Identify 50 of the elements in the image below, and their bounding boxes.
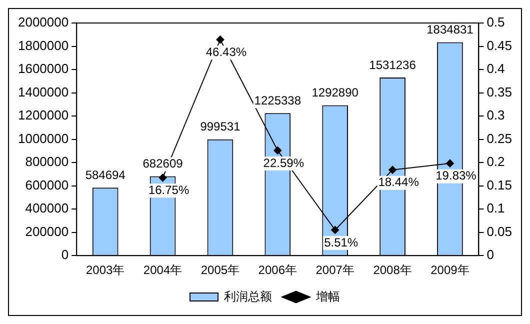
x-tick-label: 2006年 xyxy=(258,263,298,278)
x-tick-label: 2004年 xyxy=(143,263,182,278)
data-label: 46.43% xyxy=(206,44,247,59)
data-label: 584694 xyxy=(85,168,126,182)
y2-tick-label: 0.25 xyxy=(486,130,512,146)
y2-tick-label: 0.35 xyxy=(486,84,512,100)
point xyxy=(331,226,340,234)
x-tick-label: 2007年 xyxy=(316,263,354,278)
data-label: 22.59% xyxy=(263,156,304,170)
data-label: 999531 xyxy=(200,120,241,134)
y-tick-label: 200000 xyxy=(25,224,69,239)
point xyxy=(158,174,167,182)
x-tick-label: 2003年 xyxy=(86,263,125,278)
point xyxy=(216,36,224,44)
y-tick-label: 1600000 xyxy=(18,61,69,76)
data-label: 18.44% xyxy=(378,175,420,190)
y-tick-label: 2000000 xyxy=(18,14,69,30)
data-label: 5.51% xyxy=(324,235,358,250)
y-tick-label: 1000000 xyxy=(18,130,69,146)
y-tick-label: 400000 xyxy=(25,200,69,216)
y2-tick-label: 0.15 xyxy=(486,177,512,192)
y2-tick-label: 0.1 xyxy=(486,200,505,216)
y-tick-label: 1400000 xyxy=(18,84,69,100)
data-label: 1834831 xyxy=(426,22,474,37)
x-tick-label: 2008年 xyxy=(373,263,412,278)
point xyxy=(274,146,282,155)
legend-label: 利润总额 xyxy=(224,289,272,304)
y-tick-label: 1200000 xyxy=(18,108,69,123)
point xyxy=(446,159,454,168)
y2-tick-label: 0.2 xyxy=(486,154,505,170)
data-label: 682609 xyxy=(142,156,184,171)
data-label: 1531236 xyxy=(369,58,416,72)
data-label: 1225338 xyxy=(254,93,302,108)
y2-tick-label: 0.3 xyxy=(486,108,505,123)
y2-tick-label: 0.45 xyxy=(486,38,512,53)
point xyxy=(388,166,397,174)
data-label: 16.75% xyxy=(148,182,190,197)
y2-tick-label: 0.5 xyxy=(486,14,505,30)
y-tick-label: 1800000 xyxy=(18,38,69,53)
y2-tick-label: 0.05 xyxy=(486,224,512,239)
x-tick-label: 2005年 xyxy=(200,263,240,278)
y-tick-label: 0 xyxy=(61,247,69,262)
y2-tick-label: 0.4 xyxy=(486,61,505,76)
data-label: 1292890 xyxy=(312,86,359,100)
y-tick-label: 800000 xyxy=(25,154,69,170)
y-tick-label: 600000 xyxy=(25,177,69,192)
y2-tick-label: 0 xyxy=(486,247,494,262)
data-label: 19.83% xyxy=(436,168,477,183)
x-tick-label: 2009年 xyxy=(430,263,470,278)
legend-label: 增幅 xyxy=(315,289,340,304)
